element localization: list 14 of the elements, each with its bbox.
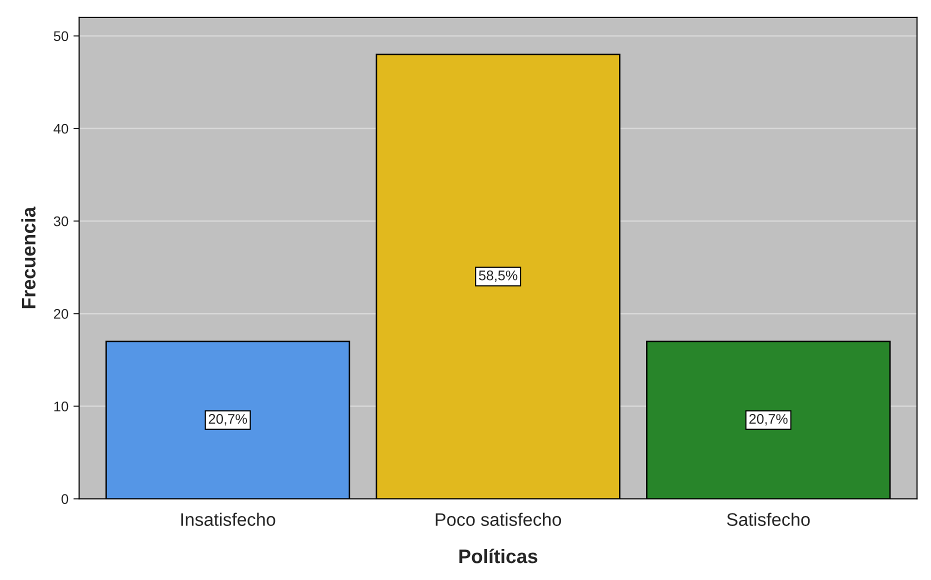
- annotation: 20,7%: [208, 414, 247, 426]
- y-tick-label: 20: [54, 308, 68, 319]
- x-tick-label: Insatisfecho: [181, 512, 276, 526]
- y-tick-label: 30: [54, 216, 68, 226]
- annotation: 58,5%: [478, 270, 518, 282]
- y-tick-label: 40: [54, 124, 68, 134]
- x-tick-label: Poco satisfecho: [436, 512, 562, 526]
- x-axis-title: Políticas: [459, 548, 538, 564]
- y-tick-label: 10: [54, 402, 68, 412]
- y-tick-label: 0: [62, 494, 68, 504]
- y-tick-label: 50: [54, 31, 68, 42]
- annotation: 20,7%: [749, 414, 788, 426]
- x-tick-label: Satisfecho: [727, 512, 810, 526]
- y-axis-title: Frecuencia: [21, 206, 36, 308]
